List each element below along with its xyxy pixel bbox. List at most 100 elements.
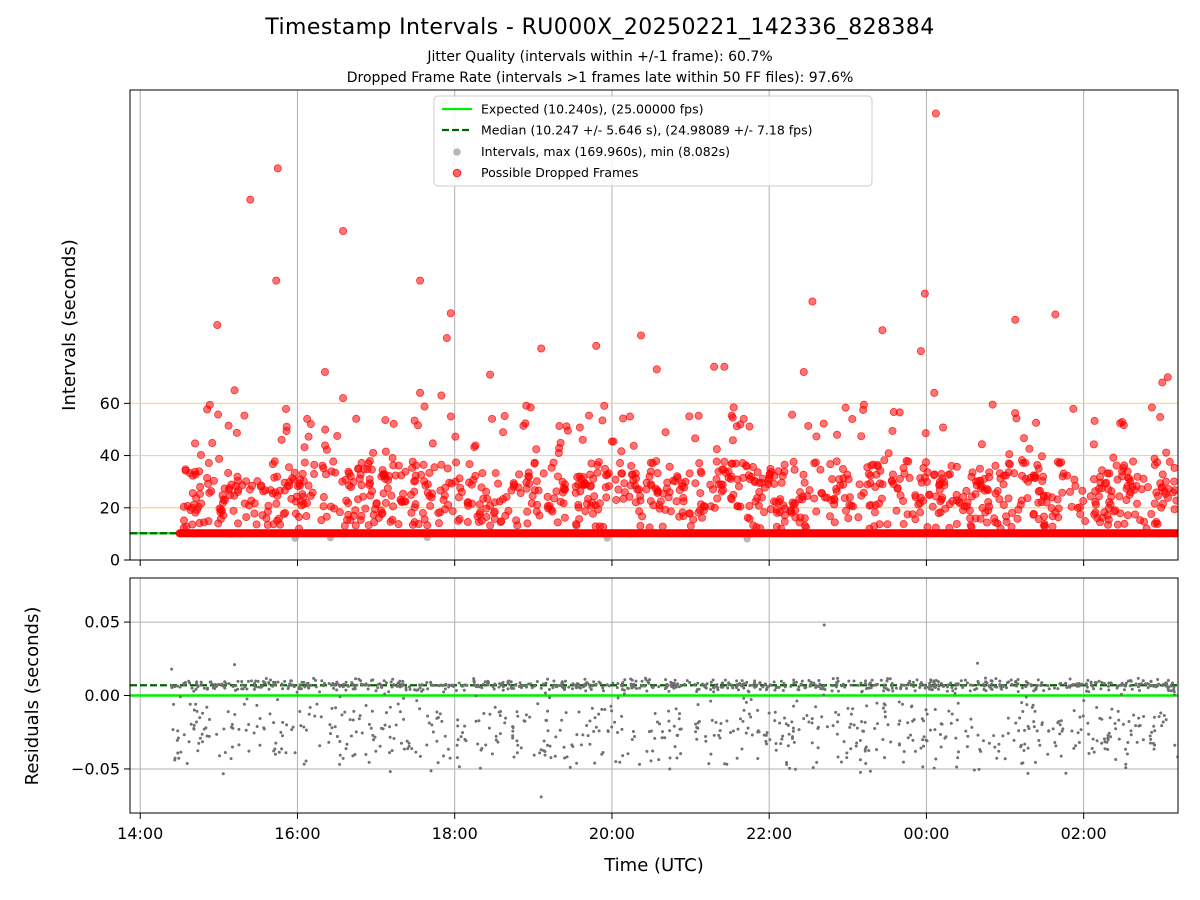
residual-point (851, 707, 855, 711)
dropped-frame-point (984, 498, 993, 507)
intervals-y-tick-label: 60 (100, 394, 120, 413)
dropped-frame-point (776, 495, 785, 504)
dropped-frame-point (532, 477, 541, 486)
residual-point (192, 726, 196, 730)
residual-point (791, 729, 795, 733)
residual-point (494, 738, 498, 742)
dropped-frame-point (554, 449, 563, 458)
residual-point (901, 760, 905, 764)
residual-point (237, 743, 241, 747)
residual-point (338, 740, 342, 744)
residual-point (175, 684, 179, 688)
dropped-frame-point (945, 523, 954, 532)
residual-point (283, 679, 287, 683)
residual-point (852, 679, 856, 683)
dropped-frame-point (322, 512, 331, 521)
dropped-frame-point (720, 457, 729, 466)
residual-point (585, 681, 589, 685)
residual-point (793, 767, 797, 771)
residual-point (327, 740, 331, 744)
residual-point (384, 711, 388, 715)
residual-point (404, 686, 408, 690)
residual-point (994, 677, 998, 681)
dropped-frame-point (967, 492, 976, 501)
residual-point (237, 727, 241, 731)
residual-point (638, 686, 642, 690)
residual-point (909, 733, 913, 737)
residual-point (810, 721, 814, 725)
residual-point (847, 679, 851, 683)
dropped-frame-point (233, 476, 242, 485)
residual-point (315, 702, 319, 706)
residual-point (849, 683, 853, 687)
dropped-frame-point (1012, 414, 1021, 423)
residual-point (834, 710, 838, 714)
residual-point (400, 682, 404, 686)
residual-point (742, 682, 746, 686)
dropped-frame-point (878, 326, 887, 335)
dropped-frame-point (799, 367, 808, 376)
residual-point (364, 753, 368, 757)
residual-point (735, 683, 739, 687)
residual-point (1138, 688, 1142, 692)
residual-point (257, 685, 261, 689)
dropped-frame-point (680, 483, 689, 492)
dropped-frame-point (310, 470, 319, 479)
residual-point (353, 685, 357, 689)
legend[interactable]: Expected (10.240s), (25.00000 fps) Media… (433, 95, 873, 187)
dropped-frame-point (1076, 510, 1085, 519)
time-x-tick-label: 22:00 (746, 824, 792, 843)
dropped-frame-point (555, 422, 564, 431)
residual-point (348, 718, 352, 722)
residual-point (472, 677, 476, 681)
dropped-frame-point (888, 426, 897, 435)
residual-point (436, 684, 440, 688)
dropped-frame-point (281, 404, 290, 413)
dropped-frame-point (465, 460, 474, 469)
residual-point (673, 678, 677, 682)
residual-point (848, 725, 852, 729)
dropped-frame-point (589, 509, 598, 518)
dropped-frame-point (952, 519, 961, 528)
residual-point (1149, 679, 1153, 683)
dropped-frame-point (272, 276, 281, 285)
residual-point (1102, 737, 1106, 741)
residual-point (615, 686, 619, 690)
residual-point (176, 729, 180, 733)
residual-point (185, 762, 189, 766)
residual-point (881, 706, 885, 710)
legend-intervals-label: Intervals, max (169.960s), min (8.082s) (481, 144, 730, 159)
dropped-frame-point (601, 464, 610, 473)
residual-point (863, 749, 867, 753)
residual-point (415, 688, 419, 692)
residual-point (729, 730, 733, 734)
residual-point (744, 700, 748, 704)
residual-point (1144, 682, 1148, 686)
residual-point (223, 750, 227, 754)
residual-point (835, 732, 839, 736)
residual-point (814, 705, 818, 709)
residual-point (932, 681, 936, 685)
dropped-frame-point (982, 518, 991, 527)
residual-point (1108, 716, 1112, 720)
residual-point (179, 750, 183, 754)
residual-point (1000, 687, 1004, 691)
residual-point (1072, 746, 1076, 750)
residual-point (1004, 686, 1008, 690)
dropped-frame-point (246, 195, 255, 204)
dropped-frame-point (1124, 473, 1133, 482)
dropped-frame-point (1113, 520, 1122, 529)
dropped-frame-point (522, 401, 531, 410)
dropped-frame-point (304, 481, 313, 490)
dropped-frame-point (720, 362, 729, 371)
dropped-frame-point (295, 524, 304, 533)
residual-point (575, 761, 579, 765)
residual-point (894, 686, 898, 690)
dropped-frame-point (625, 412, 634, 421)
residual-point (631, 729, 635, 733)
residual-point (1109, 735, 1113, 739)
residual-point (668, 756, 672, 760)
residual-point (862, 729, 866, 733)
dropped-frame-point (844, 514, 853, 523)
dropped-frame-point (214, 410, 223, 419)
